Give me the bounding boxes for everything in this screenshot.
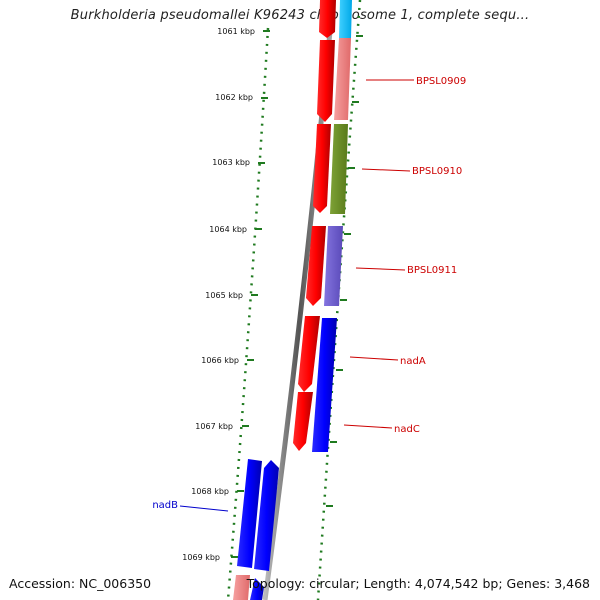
gene-label-nadb[interactable]: nadB [152,500,229,512]
gene-label-text: BPSL0911 [407,265,457,276]
ruler-tick-1069: 1069 kbp [182,553,238,562]
topology-text: Topology: circular; Length: 4,074,542 bp… [246,576,590,591]
tick-label: 1061 kbp [217,27,255,36]
map-title: Burkholderia pseudomallei K96243 chromos… [70,8,530,23]
outer-tick-marks [326,35,363,507]
gene-label-bpsl0909[interactable]: BPSL0909 [366,76,466,87]
gene-label-text: nadA [400,356,426,367]
ruler-tick-1063: 1063 kbp [212,158,265,167]
gene-label-text: nadC [394,424,420,435]
ruler-tick-1064: 1064 kbp [209,225,262,234]
cds-block [250,578,264,600]
gene-label-text: BPSL0909 [416,76,466,87]
ruler-tick-1068: 1068 kbp [191,487,244,496]
cog-features [312,0,352,452]
tick-label: 1064 kbp [209,225,247,234]
tick-label: 1063 kbp [212,158,250,167]
ruler-tick-1067: 1067 kbp [195,422,249,431]
tick-label: 1067 kbp [195,422,233,431]
cds-block [313,124,331,213]
tick-label: 1066 kbp [201,356,239,365]
cog-block [334,38,351,120]
cds-block [237,459,262,568]
gene-label-nadc[interactable]: nadC [343,424,420,435]
tick-label: 1065 kbp [205,291,243,300]
gene-label-bpsl0910[interactable]: BPSL0910 [361,166,462,177]
cog-block [312,318,337,452]
tick-label: 1062 kbp [215,93,253,102]
cds-block [319,0,336,38]
ruler-tick-1066: 1066 kbp [201,356,254,365]
cog-block [330,124,348,214]
gene-label-text: nadB [152,500,178,511]
cds-block [317,40,335,122]
tick-label: 1068 kbp [191,487,229,496]
cds-block [298,316,320,392]
gene-label-nada[interactable]: nadA [349,356,426,367]
ruler-tick-1061: 1061 kbp [217,27,270,36]
gene-label-text: BPSL0910 [412,166,462,177]
cds-block [306,226,326,306]
cds-features[interactable] [233,0,336,600]
cds-block [293,392,313,451]
cds-block [254,460,279,571]
accession-text: Accession: NC_006350 [9,576,152,591]
tick-label: 1069 kbp [182,553,220,562]
ruler-tick-1062: 1062 kbp [215,93,268,102]
cds-block [233,575,250,600]
ruler-tick-1065: 1065 kbp [205,291,258,300]
gene-label-bpsl0911[interactable]: BPSL0911 [355,265,457,276]
cog-block [324,226,343,306]
cog-block [339,0,352,38]
